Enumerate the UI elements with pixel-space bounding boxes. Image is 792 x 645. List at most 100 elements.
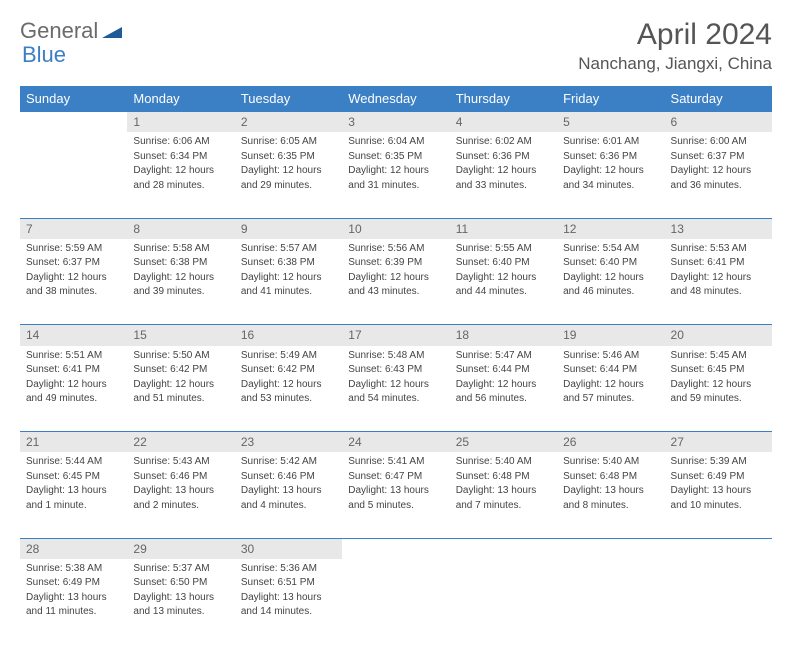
daylight-text: Daylight: 12 hours	[241, 164, 336, 178]
day-number-cell: 13	[665, 218, 772, 239]
daynum-row: 14151617181920	[20, 325, 772, 346]
location: Nanchang, Jiangxi, China	[578, 54, 772, 74]
sunrise-text: Sunrise: 5:45 AM	[671, 349, 766, 363]
day-cell-body: Sunrise: 5:42 AMSunset: 6:46 PMDaylight:…	[235, 452, 342, 519]
day-cell: Sunrise: 6:04 AMSunset: 6:35 PMDaylight:…	[342, 132, 449, 218]
daylight-text: and 39 minutes.	[133, 285, 228, 299]
day-number-cell: 26	[557, 432, 664, 453]
day-cell-body: Sunrise: 5:53 AMSunset: 6:41 PMDaylight:…	[665, 239, 772, 306]
day-number-cell	[20, 112, 127, 133]
daynum-row: 78910111213	[20, 218, 772, 239]
sunset-text: Sunset: 6:43 PM	[348, 363, 443, 377]
day-cell: Sunrise: 5:51 AMSunset: 6:41 PMDaylight:…	[20, 346, 127, 432]
sunrise-text: Sunrise: 5:40 AM	[456, 455, 551, 469]
sunrise-text: Sunrise: 5:47 AM	[456, 349, 551, 363]
weekday-friday: Friday	[557, 86, 664, 112]
daylight-text: Daylight: 12 hours	[26, 271, 121, 285]
daylight-text: Daylight: 12 hours	[671, 164, 766, 178]
day-number-cell: 17	[342, 325, 449, 346]
daylight-text: and 11 minutes.	[26, 605, 121, 619]
day-cell: Sunrise: 5:59 AMSunset: 6:37 PMDaylight:…	[20, 239, 127, 325]
sunset-text: Sunset: 6:47 PM	[348, 470, 443, 484]
sunrise-text: Sunrise: 5:36 AM	[241, 562, 336, 576]
day-cell: Sunrise: 6:02 AMSunset: 6:36 PMDaylight:…	[450, 132, 557, 218]
daylight-text: Daylight: 12 hours	[348, 378, 443, 392]
daylight-text: Daylight: 12 hours	[241, 271, 336, 285]
weekday-sunday: Sunday	[20, 86, 127, 112]
daylight-text: and 29 minutes.	[241, 179, 336, 193]
daylight-text: and 31 minutes.	[348, 179, 443, 193]
sunset-text: Sunset: 6:37 PM	[671, 150, 766, 164]
day-cell: Sunrise: 5:55 AMSunset: 6:40 PMDaylight:…	[450, 239, 557, 325]
day-cell-body: Sunrise: 5:51 AMSunset: 6:41 PMDaylight:…	[20, 346, 127, 413]
day-number-cell: 20	[665, 325, 772, 346]
day-cell: Sunrise: 5:41 AMSunset: 6:47 PMDaylight:…	[342, 452, 449, 538]
daylight-text: Daylight: 12 hours	[456, 164, 551, 178]
sunrise-text: Sunrise: 6:01 AM	[563, 135, 658, 149]
day-cell-body: Sunrise: 5:58 AMSunset: 6:38 PMDaylight:…	[127, 239, 234, 306]
logo-triangle-icon	[102, 18, 122, 44]
daylight-text: and 2 minutes.	[133, 499, 228, 513]
sunrise-text: Sunrise: 5:59 AM	[26, 242, 121, 256]
day-cell-body: Sunrise: 5:56 AMSunset: 6:39 PMDaylight:…	[342, 239, 449, 306]
sunrise-text: Sunrise: 5:53 AM	[671, 242, 766, 256]
daylight-text: Daylight: 13 hours	[563, 484, 658, 498]
sunrise-text: Sunrise: 5:43 AM	[133, 455, 228, 469]
day-cell: Sunrise: 6:01 AMSunset: 6:36 PMDaylight:…	[557, 132, 664, 218]
day-number-cell: 4	[450, 112, 557, 133]
sunset-text: Sunset: 6:44 PM	[456, 363, 551, 377]
sunset-text: Sunset: 6:49 PM	[26, 576, 121, 590]
daylight-text: Daylight: 13 hours	[133, 591, 228, 605]
calendar-body: 123456Sunrise: 6:06 AMSunset: 6:34 PMDay…	[20, 112, 772, 645]
sunset-text: Sunset: 6:45 PM	[26, 470, 121, 484]
sunset-text: Sunset: 6:48 PM	[563, 470, 658, 484]
daylight-text: Daylight: 13 hours	[133, 484, 228, 498]
daylight-text: and 43 minutes.	[348, 285, 443, 299]
sunrise-text: Sunrise: 6:04 AM	[348, 135, 443, 149]
day-cell: Sunrise: 5:58 AMSunset: 6:38 PMDaylight:…	[127, 239, 234, 325]
day-cell: Sunrise: 5:56 AMSunset: 6:39 PMDaylight:…	[342, 239, 449, 325]
day-cell: Sunrise: 5:57 AMSunset: 6:38 PMDaylight:…	[235, 239, 342, 325]
day-cell	[557, 559, 664, 645]
weekday-tuesday: Tuesday	[235, 86, 342, 112]
sunrise-text: Sunrise: 5:38 AM	[26, 562, 121, 576]
daynum-row: 21222324252627	[20, 432, 772, 453]
daylight-text: Daylight: 13 hours	[671, 484, 766, 498]
day-number-cell: 24	[342, 432, 449, 453]
sunset-text: Sunset: 6:38 PM	[133, 256, 228, 270]
day-number-cell: 18	[450, 325, 557, 346]
daylight-text: Daylight: 12 hours	[348, 271, 443, 285]
daylight-text: and 10 minutes.	[671, 499, 766, 513]
day-cell: Sunrise: 5:39 AMSunset: 6:49 PMDaylight:…	[665, 452, 772, 538]
day-cell	[665, 559, 772, 645]
day-cell-body: Sunrise: 5:57 AMSunset: 6:38 PMDaylight:…	[235, 239, 342, 306]
day-cell: Sunrise: 5:45 AMSunset: 6:45 PMDaylight:…	[665, 346, 772, 432]
day-number-cell: 3	[342, 112, 449, 133]
daylight-text: and 49 minutes.	[26, 392, 121, 406]
sunrise-text: Sunrise: 5:48 AM	[348, 349, 443, 363]
sunrise-text: Sunrise: 5:44 AM	[26, 455, 121, 469]
sunrise-text: Sunrise: 6:05 AM	[241, 135, 336, 149]
day-cell-body: Sunrise: 5:50 AMSunset: 6:42 PMDaylight:…	[127, 346, 234, 413]
sunrise-text: Sunrise: 6:02 AM	[456, 135, 551, 149]
day-cell: Sunrise: 5:48 AMSunset: 6:43 PMDaylight:…	[342, 346, 449, 432]
sunrise-text: Sunrise: 5:46 AM	[563, 349, 658, 363]
day-number-cell: 29	[127, 538, 234, 559]
day-cell	[450, 559, 557, 645]
weekday-wednesday: Wednesday	[342, 86, 449, 112]
daylight-text: and 41 minutes.	[241, 285, 336, 299]
sunrise-text: Sunrise: 5:58 AM	[133, 242, 228, 256]
daylight-text: Daylight: 12 hours	[563, 378, 658, 392]
day-cell-body: Sunrise: 5:39 AMSunset: 6:49 PMDaylight:…	[665, 452, 772, 519]
daylight-text: Daylight: 12 hours	[133, 271, 228, 285]
daylight-text: Daylight: 12 hours	[563, 271, 658, 285]
sunset-text: Sunset: 6:42 PM	[133, 363, 228, 377]
daylight-text: Daylight: 12 hours	[671, 378, 766, 392]
day-cell-body: Sunrise: 6:02 AMSunset: 6:36 PMDaylight:…	[450, 132, 557, 199]
logo: General	[20, 18, 124, 44]
day-cell-body: Sunrise: 5:47 AMSunset: 6:44 PMDaylight:…	[450, 346, 557, 413]
day-number-cell: 27	[665, 432, 772, 453]
daylight-text: Daylight: 12 hours	[241, 378, 336, 392]
daylight-text: and 44 minutes.	[456, 285, 551, 299]
daylight-text: and 38 minutes.	[26, 285, 121, 299]
